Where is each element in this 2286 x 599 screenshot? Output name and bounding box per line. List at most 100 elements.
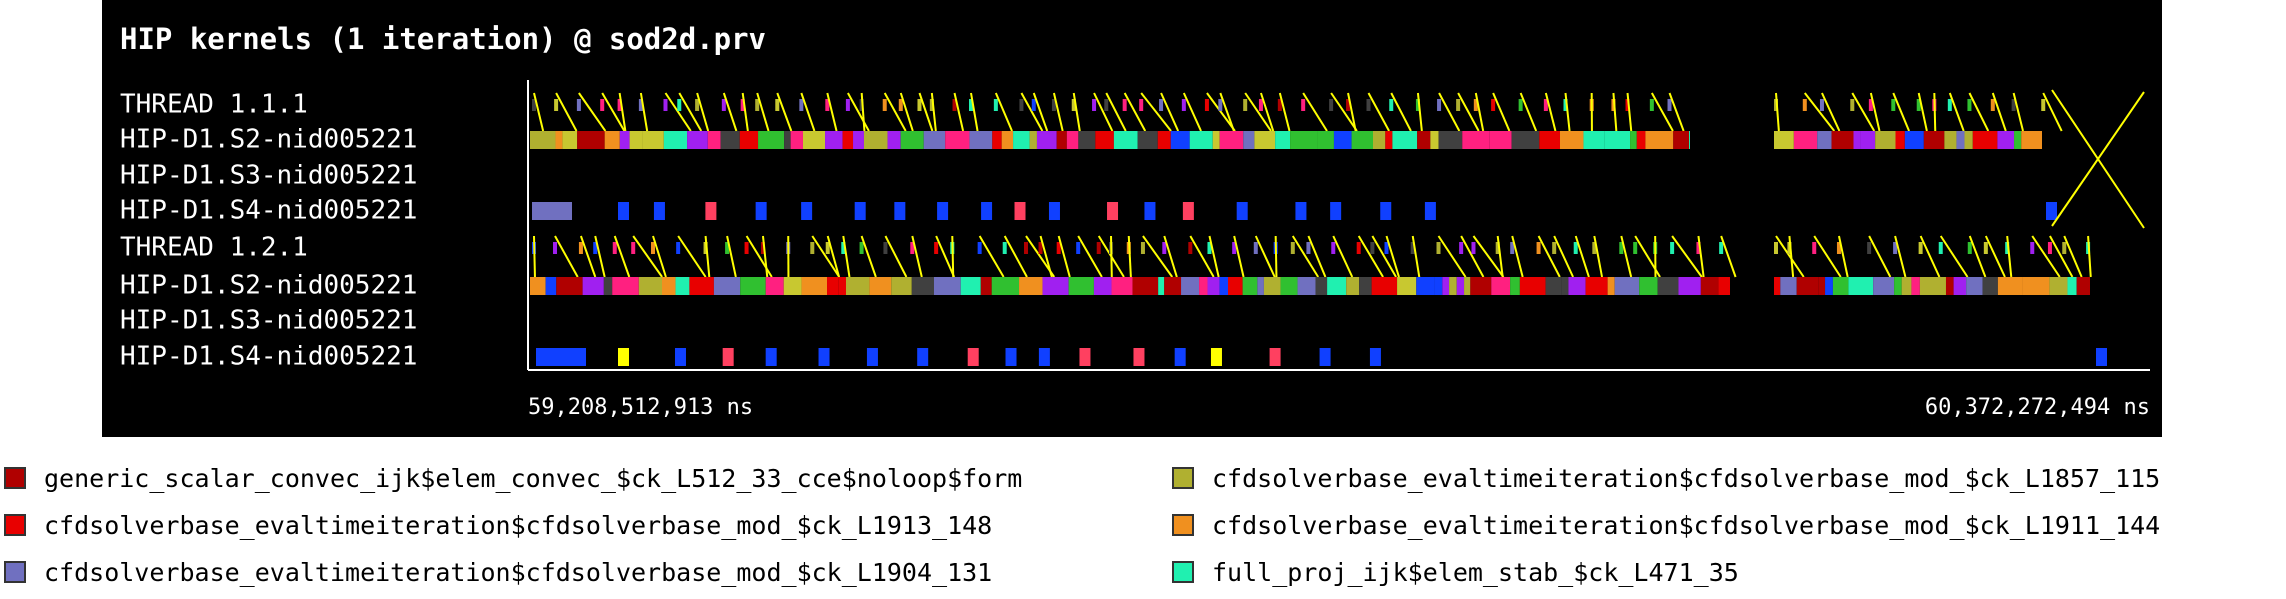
- state-burst: [1254, 131, 1276, 149]
- comm-line: [1697, 235, 1705, 278]
- state-burst: [969, 131, 993, 149]
- comm-line: [1804, 92, 1836, 132]
- thread-burst: [825, 242, 830, 254]
- comm-line: [761, 235, 769, 278]
- thread-burst: [1389, 99, 1394, 111]
- state-burst: [1158, 277, 1165, 295]
- state-burst: [1614, 277, 1640, 295]
- comm-line: [1991, 92, 2007, 132]
- thread-burst: [810, 242, 815, 254]
- state-burst: [1568, 277, 1586, 295]
- thread-burst: [1495, 242, 1500, 254]
- state-burst: [923, 131, 946, 149]
- thread-burst: [1787, 242, 1792, 254]
- state-burst: [1170, 131, 1190, 149]
- comm-line: [1919, 235, 1941, 278]
- state-burst: [992, 131, 1002, 149]
- state-burst: [1397, 277, 1417, 295]
- state-burst: [1796, 277, 1819, 295]
- comm-line: [884, 235, 908, 278]
- thread-burst: [883, 242, 888, 254]
- thread-burst: [1471, 242, 1476, 254]
- state-burst: [1066, 131, 1079, 149]
- kernel-burst: [801, 202, 813, 220]
- comm-line: [1291, 235, 1320, 278]
- state-burst: [663, 131, 688, 149]
- state-burst: [1346, 277, 1360, 295]
- state-burst: [758, 131, 785, 149]
- state-burst: [1137, 131, 1158, 149]
- state-burst: [687, 131, 708, 149]
- state-burst: [1895, 131, 1905, 149]
- comm-line: [776, 92, 793, 132]
- thread-burst: [1868, 99, 1873, 111]
- state-burst: [1385, 131, 1393, 149]
- thread-burst: [1243, 99, 1248, 111]
- kernel-burst: [755, 202, 767, 220]
- comm-line: [722, 92, 738, 132]
- state-burst: [1207, 277, 1220, 295]
- thread-burst: [1056, 242, 1061, 254]
- comm-line: [1671, 235, 1703, 278]
- state-burst: [1561, 277, 1569, 295]
- state-burst: [1001, 131, 1014, 149]
- thread-burst: [1459, 242, 1464, 254]
- thread-burst: [1510, 242, 1515, 254]
- state-burst: [1442, 277, 1450, 295]
- thread-burst: [2030, 242, 2035, 254]
- kernel-burst: [818, 348, 830, 366]
- state-burst: [1417, 131, 1431, 149]
- thread-burst: [1415, 99, 1420, 111]
- state-burst: [1774, 277, 1781, 295]
- comm-line: [1039, 235, 1053, 278]
- state-burst: [530, 277, 546, 295]
- thread-burst: [1162, 242, 1167, 254]
- state-burst: [869, 277, 892, 295]
- comm-line: [1390, 92, 1412, 132]
- comm-line: [826, 92, 838, 132]
- kernel-burst: [894, 202, 906, 220]
- state-burst: [1853, 131, 1861, 149]
- thread-burst: [1456, 99, 1461, 111]
- state-burst: [629, 131, 643, 149]
- state-burst: [1243, 131, 1255, 149]
- state-burst: [1449, 277, 1457, 295]
- kernel-burst: [981, 202, 993, 220]
- state-burst: [891, 277, 912, 295]
- state-burst: [1510, 277, 1520, 295]
- comm-line: [2031, 235, 2061, 278]
- comm-line: [1472, 235, 1505, 278]
- comm-line: [1093, 92, 1114, 132]
- thread-burst: [1812, 242, 1817, 254]
- thread-burst: [910, 242, 915, 254]
- thread-burst: [1437, 99, 1442, 111]
- timeline-window: HIP kernels (1 iteration) @ sod2d.prv TH…: [102, 0, 2162, 437]
- state-burst: [1263, 277, 1281, 295]
- state-burst: [1434, 277, 1443, 295]
- state-burst: [1817, 131, 1832, 149]
- state-burst: [720, 131, 740, 149]
- kernel-burst: [1319, 348, 1331, 366]
- legend-label: cfdsolverbase_evaltimeiteration$cfdsolve…: [1212, 510, 2161, 540]
- state-burst: [1657, 277, 1679, 295]
- comm-line: [847, 92, 870, 132]
- legend-item: cfdsolverbase_evaltimeiteration$cfdsolve…: [4, 508, 992, 542]
- comm-line: [1127, 235, 1132, 278]
- thread-burst: [1625, 99, 1630, 111]
- comm-line: [1385, 235, 1400, 278]
- kernel-burst: [618, 202, 629, 220]
- kernel-burst: [866, 348, 878, 366]
- comm-line: [1032, 92, 1049, 132]
- state-burst: [1181, 277, 1200, 295]
- comm-line: [899, 92, 914, 132]
- legend-label: cfdsolverbase_evaltimeiteration$cfdsolve…: [44, 557, 993, 587]
- kernel-burst: [618, 348, 629, 366]
- thread-burst: [1619, 242, 1624, 254]
- kernel-burst: [674, 348, 686, 366]
- comm-line: [1189, 235, 1215, 278]
- legend-item: generic_scalar_convec_ijk$elem_convec_$c…: [4, 461, 1022, 495]
- comm-line: [613, 235, 631, 278]
- comm-line: [1837, 235, 1849, 278]
- state-burst: [1607, 277, 1615, 295]
- thread-burst: [744, 242, 749, 254]
